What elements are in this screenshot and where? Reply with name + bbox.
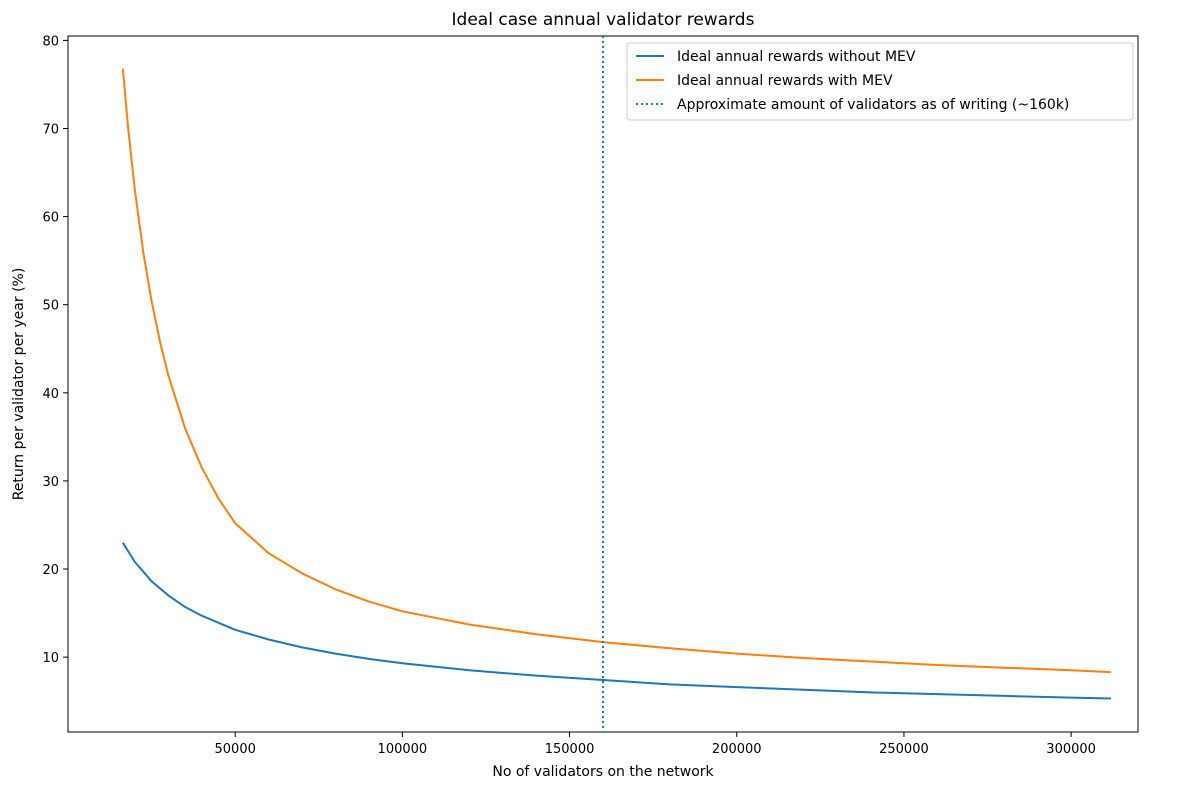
y-tick-label: 10 (42, 651, 59, 666)
y-tick-label: 20 (42, 563, 59, 578)
x-tick-label: 250000 (879, 742, 929, 757)
x-tick-label: 100000 (378, 742, 428, 757)
y-axis: 10 20 30 40 50 60 70 80 (42, 34, 68, 666)
y-tick-label: 60 (42, 211, 59, 226)
y-tick-label: 70 (42, 123, 59, 138)
x-axis: 50000 100000 150000 200000 250000 300000 (215, 732, 1096, 757)
series-line-without-mev (121, 542, 1111, 700)
legend-label-without-mev: Ideal annual rewards without MEV (677, 49, 916, 65)
y-axis-label: Return per validator per year (%) (11, 268, 27, 501)
x-tick-label: 200000 (712, 742, 762, 757)
y-tick-label: 30 (42, 475, 59, 490)
y-tick-label: 40 (42, 387, 59, 402)
chart-title: Ideal case annual validator rewards (452, 10, 755, 30)
legend-label-with-mev: Ideal annual rewards with MEV (677, 73, 893, 89)
x-axis-label: No of validators on the network (492, 764, 714, 780)
legend: Ideal annual rewards without MEV Ideal a… (626, 42, 1134, 121)
legend-box (626, 42, 1134, 121)
x-tick-label: 50000 (215, 742, 256, 757)
y-tick-label: 80 (42, 34, 59, 49)
x-tick-label: 150000 (545, 742, 595, 757)
series-layer (121, 36, 1111, 732)
series-line-with-mev (121, 68, 1111, 674)
legend-label-current-validators: Approximate amount of validators as of w… (677, 97, 1069, 113)
y-tick-label: 50 (42, 299, 59, 314)
x-tick-label: 300000 (1046, 742, 1096, 757)
